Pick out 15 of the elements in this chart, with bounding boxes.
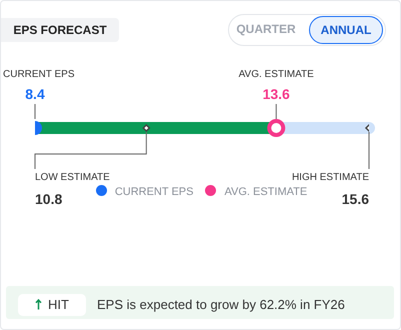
text: EPS FORECAST [1,18,119,42]
legend-label: CURRENT EPS [114,186,194,198]
text: EPS is expected to grow by 62.2% in FY26 [97,296,345,314]
text: QUARTER [235,21,297,38]
data-label: 13.6 [262,86,290,102]
data-label: 10.8 [35,191,62,207]
category-label: AVG. ESTIMATE [238,69,314,80]
category-label: CURRENT EPS [3,69,75,80]
data-label: 15.6 [342,191,370,207]
category-label: HIGH ESTIMATE [292,172,370,183]
text: HIT [48,297,69,312]
data-label: 8.4 [25,86,45,102]
text: ANNUAL [309,16,383,44]
category-label: LOW ESTIMATE [35,172,110,183]
legend-label: AVG. ESTIMATE [223,186,308,198]
